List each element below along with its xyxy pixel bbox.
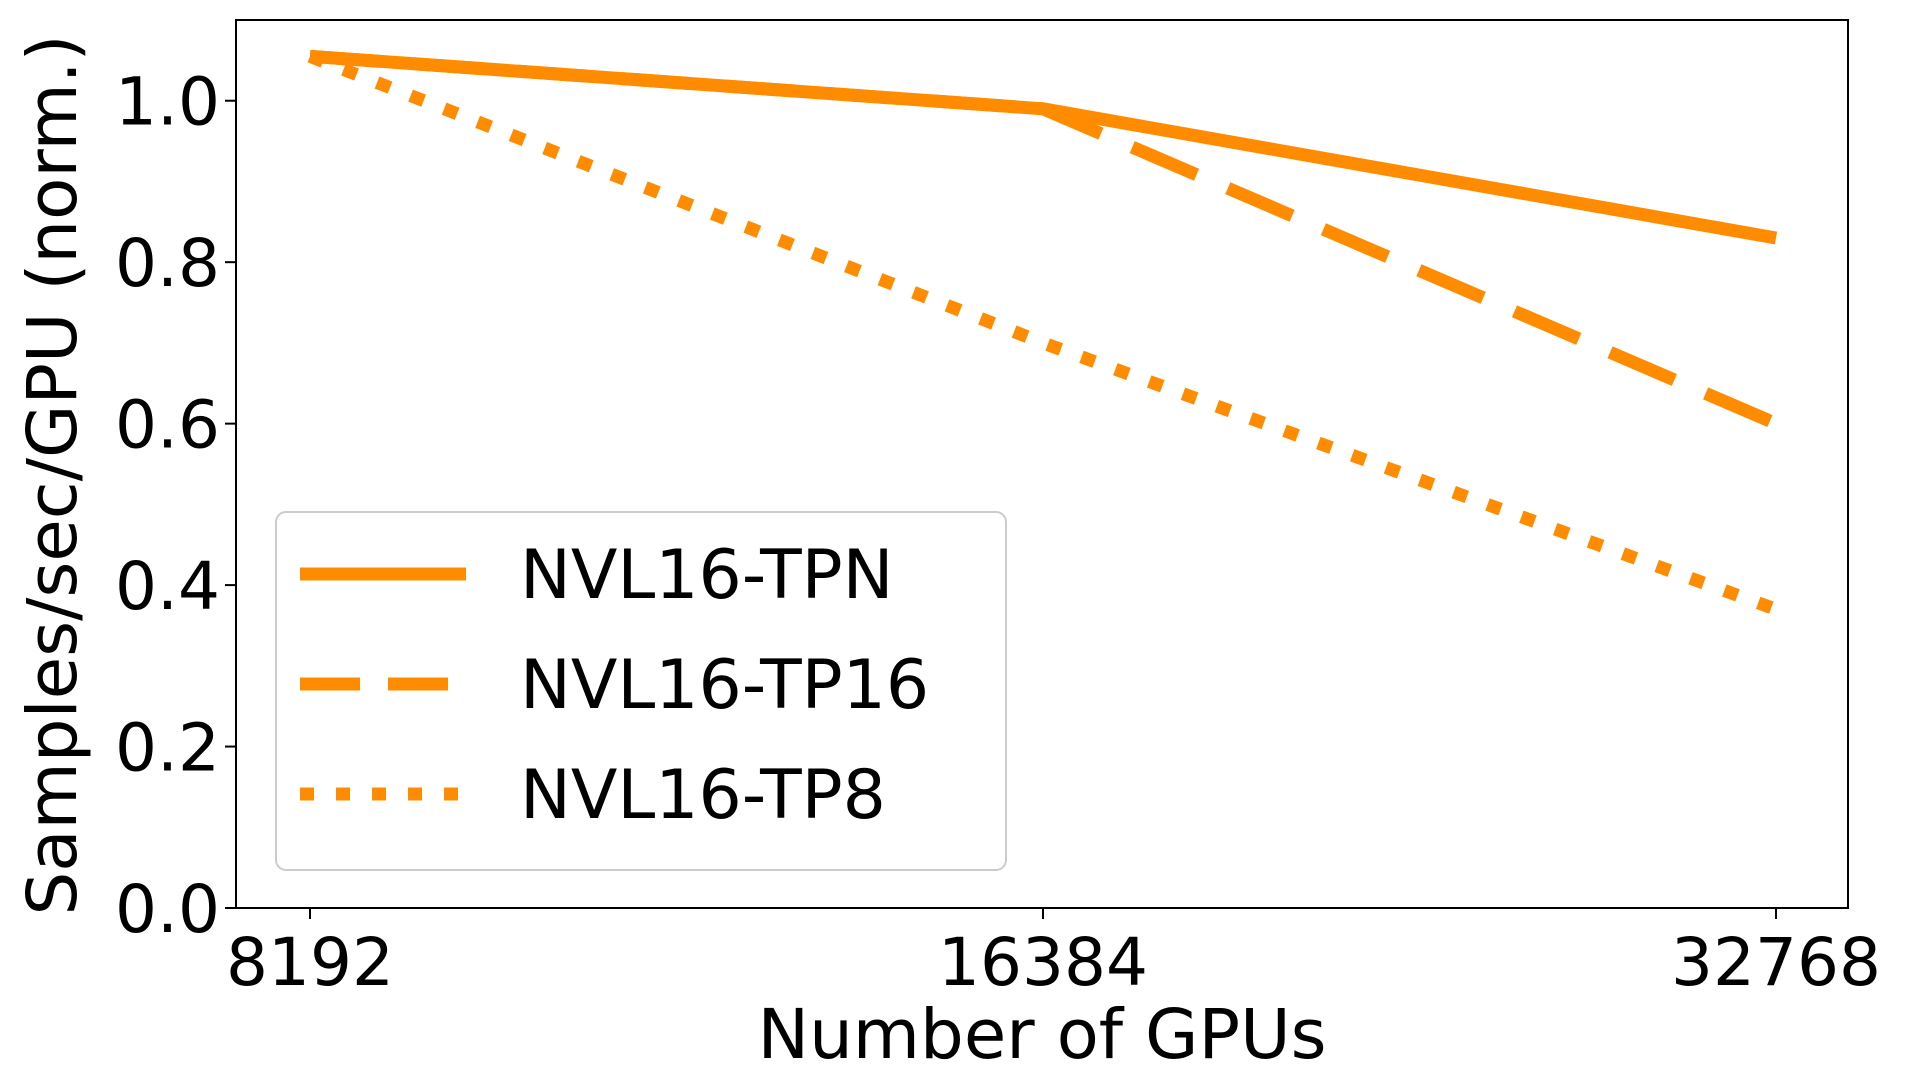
legend-box [275, 511, 1007, 871]
x-tick-label: 32768 [1671, 924, 1881, 1001]
y-tick-label: 0.8 [115, 225, 220, 302]
y-tick-label: 0.2 [115, 710, 220, 787]
series-line-nvl16-tp16 [309, 49, 1779, 430]
y-axis-title: Samples/sec/GPU (norm.) [13, 34, 93, 915]
x-axis-title: Number of GPUs [757, 995, 1326, 1075]
x-axis-ticks: 8192 16384 32768 [226, 908, 1881, 1001]
series-line-nvl16-tp8 [307, 50, 1779, 616]
series-layer [307, 49, 1779, 616]
y-axis-ticks: 0.0 0.2 0.4 0.6 0.8 1.0 [115, 64, 236, 948]
x-tick-label: 8192 [226, 924, 394, 1001]
legend-label-nvl16-tp16: NVL16-TP16 [520, 646, 929, 725]
x-tick-label: 16384 [938, 924, 1148, 1001]
y-tick-label: 0.0 [115, 871, 220, 948]
legend: NVL16-TPN NVL16-TP16 NVL16-TP8 [275, 511, 1007, 871]
y-tick-label: 1.0 [115, 64, 220, 141]
legend-label-nvl16-tp8: NVL16-TP8 [520, 756, 886, 835]
legend-label-nvl16-tpn: NVL16-TPN [520, 536, 894, 615]
y-tick-label: 0.6 [115, 387, 220, 464]
y-tick-label: 0.4 [115, 548, 220, 625]
